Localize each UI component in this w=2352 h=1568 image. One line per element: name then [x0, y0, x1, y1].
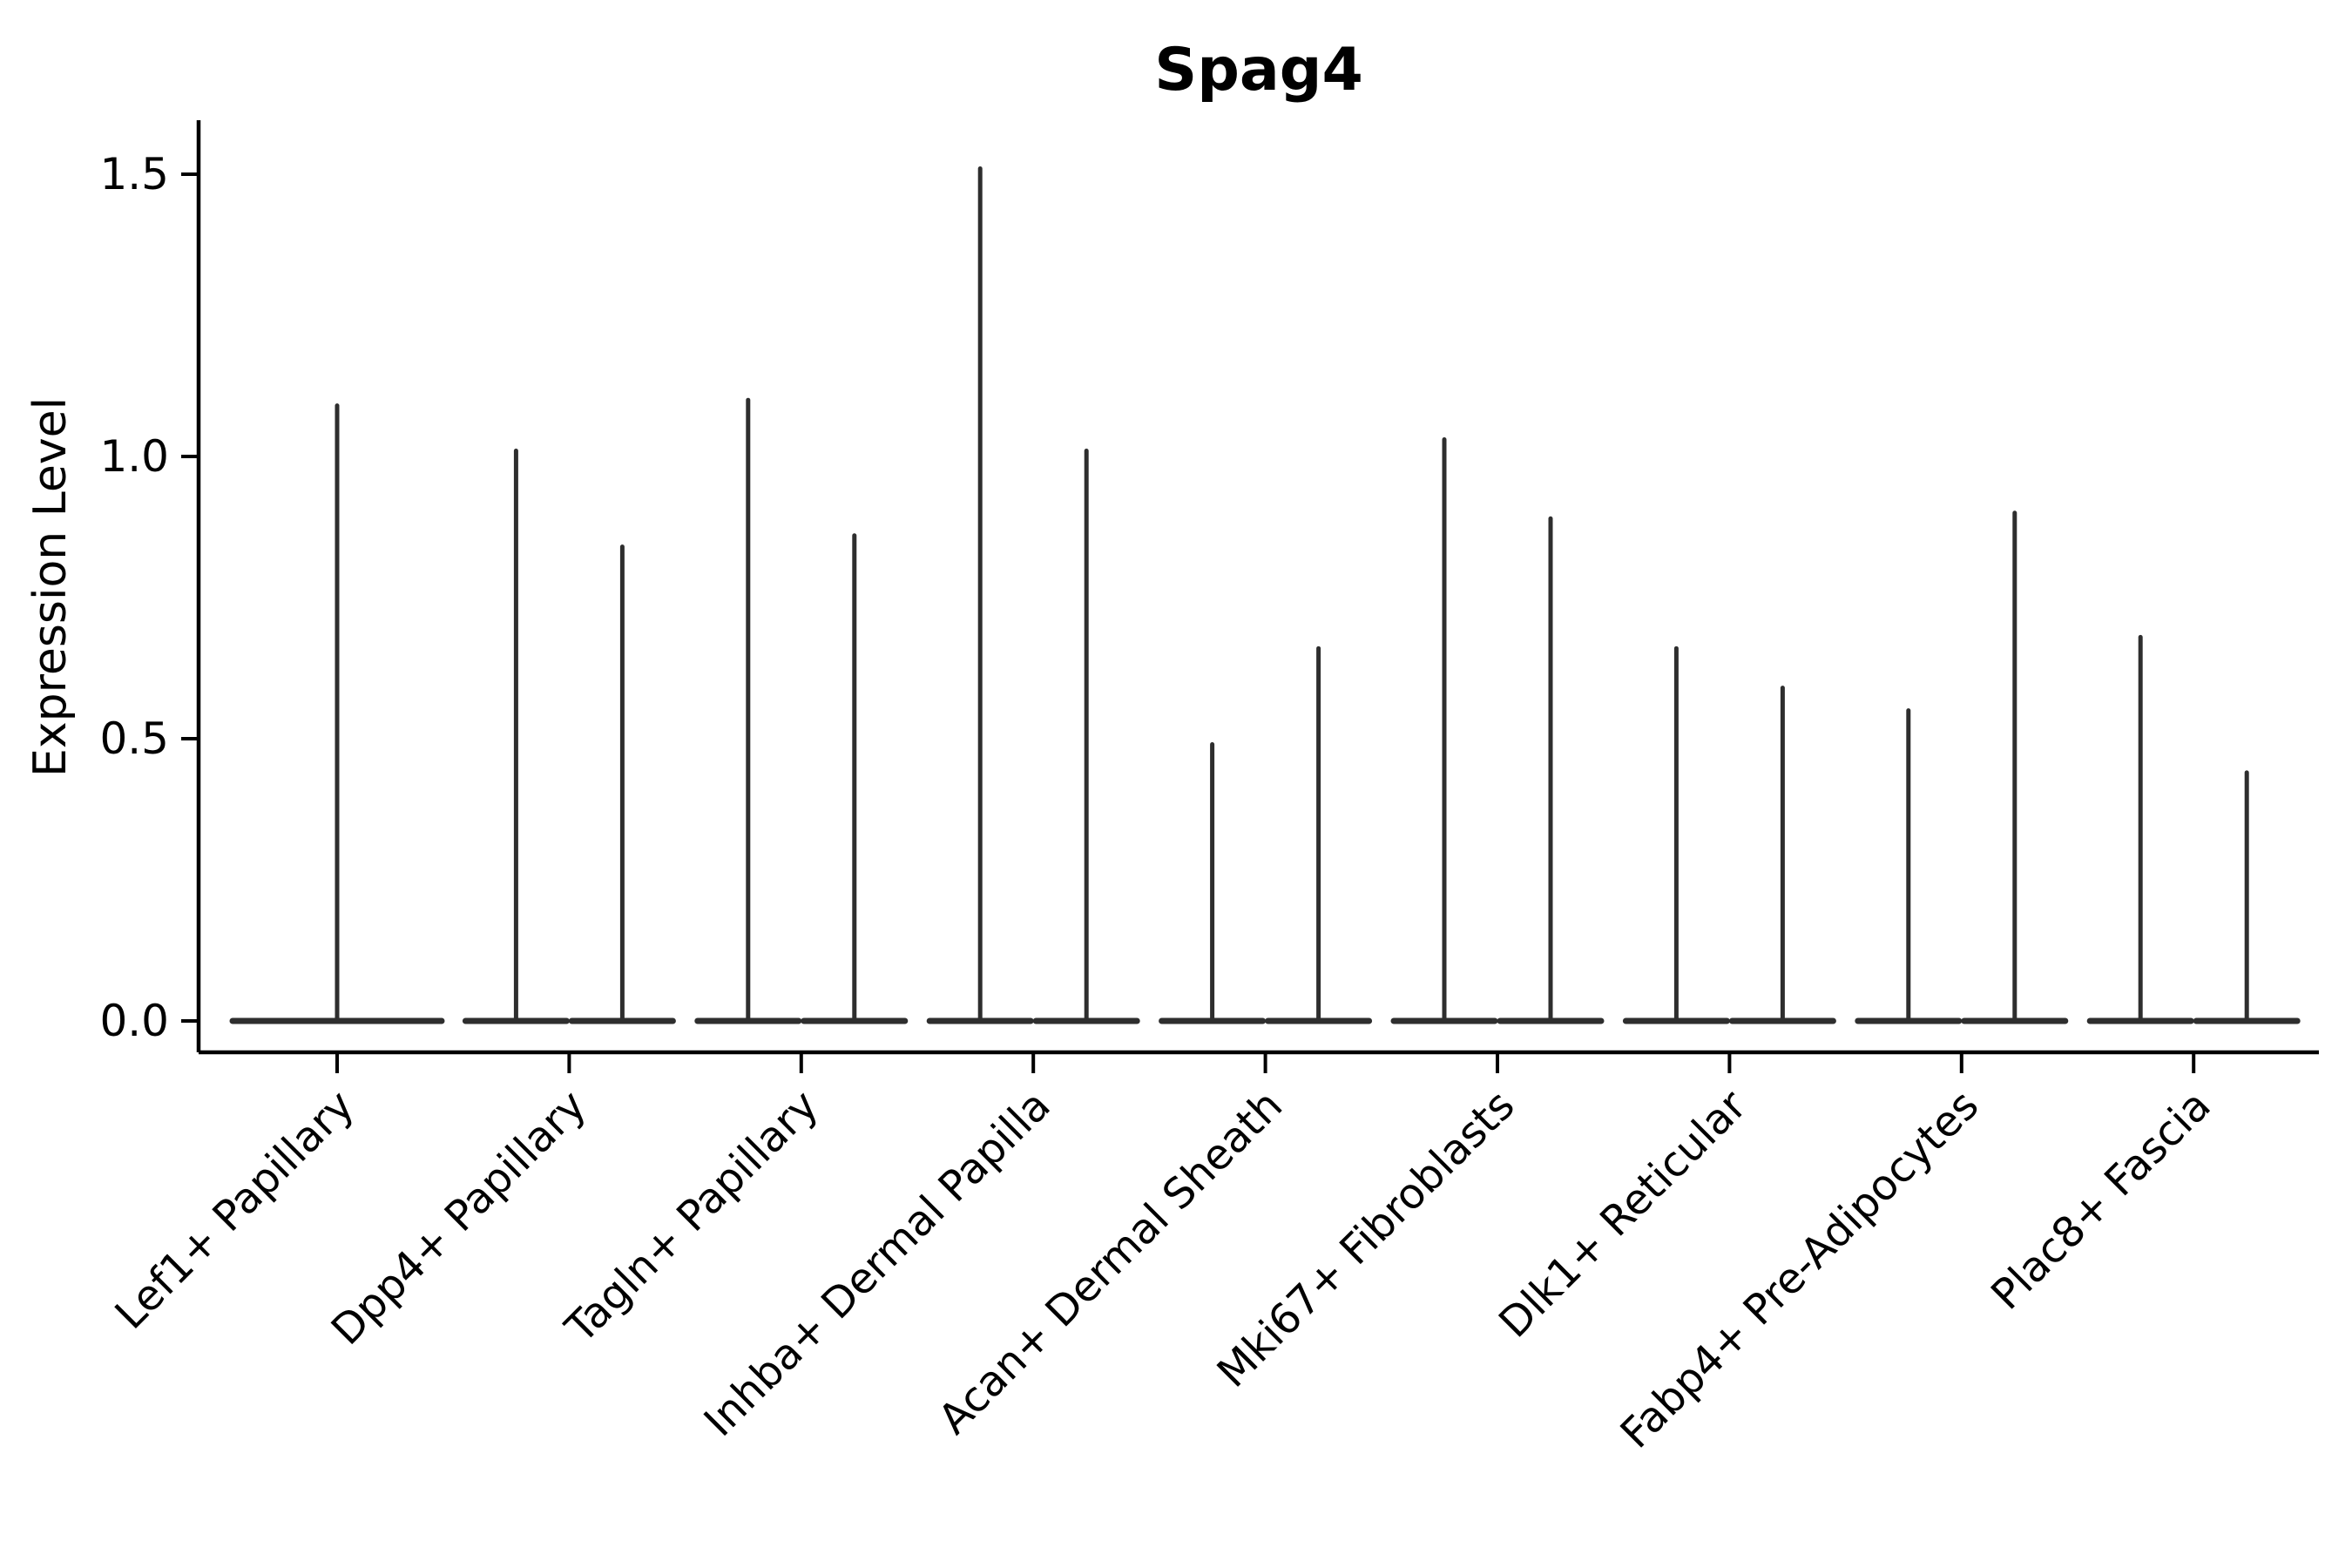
x-tick-label: Plac8+ Fascia — [1982, 1081, 2220, 1320]
violin-group — [1855, 510, 2069, 1024]
y-tick-label: 0.5 — [99, 713, 169, 764]
y-tick-label: 1.0 — [99, 431, 169, 482]
violin-group — [694, 397, 909, 1024]
x-tick-label: Lef1+ Papillary — [106, 1081, 364, 1339]
x-tick-label: Dlk1+ Reticular — [1490, 1081, 1756, 1348]
y-axis-label: Expression Level — [24, 397, 77, 777]
violin-group — [2086, 634, 2301, 1024]
x-tick-label: Dpp4+ Papillary — [322, 1081, 596, 1355]
x-tick-label: Tagln+ Papillary — [556, 1081, 828, 1353]
y-tick-label: 1.5 — [99, 149, 169, 199]
violin-group — [229, 403, 445, 1024]
violin-group — [926, 166, 1140, 1024]
violin-group — [1159, 645, 1373, 1024]
violin-group — [462, 449, 676, 1024]
violins — [229, 166, 2301, 1024]
plot-title: Spag4 — [1154, 36, 1363, 105]
violin-group — [1390, 437, 1605, 1024]
y-tick-label: 0.0 — [99, 996, 169, 1046]
violin-group — [1622, 645, 1836, 1024]
